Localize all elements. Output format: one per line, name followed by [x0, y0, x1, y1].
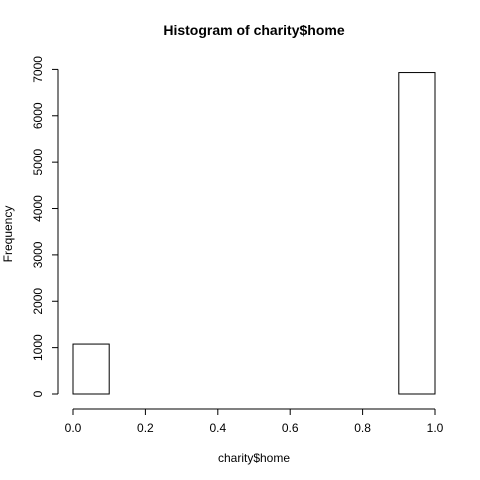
x-tick-label-5: 1.0	[427, 421, 444, 435]
x-tick-label-2: 0.4	[209, 421, 226, 435]
bars-group	[72, 72, 436, 395]
x-axis-label: charity$home	[218, 451, 290, 465]
x-tick-label-0: 0.0	[65, 421, 82, 435]
y-tick-label-7: 7000	[31, 56, 45, 83]
histogram-bar-0	[72, 343, 110, 395]
y-tick-label-1: 1000	[31, 334, 45, 361]
y-tick-label-5: 5000	[31, 148, 45, 175]
y-tick-label-4: 4000	[31, 195, 45, 222]
y-tick-label-3: 3000	[31, 241, 45, 268]
y-axis-label: Frequency	[1, 206, 15, 263]
x-tick-label-1: 0.2	[137, 421, 154, 435]
histogram-bar-9	[398, 72, 436, 395]
x-tick-label-3: 0.6	[282, 421, 299, 435]
y-tick-label-2: 2000	[31, 288, 45, 315]
y-tick-label-0: 0	[31, 390, 45, 397]
x-tick-label-4: 0.8	[354, 421, 371, 435]
x-axis: 0.0 0.2 0.4 0.6 0.8 1.0	[65, 408, 444, 435]
y-tick-label-6: 6000	[31, 102, 45, 129]
y-axis: 0 1000 2000 3000 4000 5000 6000 7000	[31, 56, 59, 397]
chart-title: Histogram of charity$home	[163, 22, 344, 38]
